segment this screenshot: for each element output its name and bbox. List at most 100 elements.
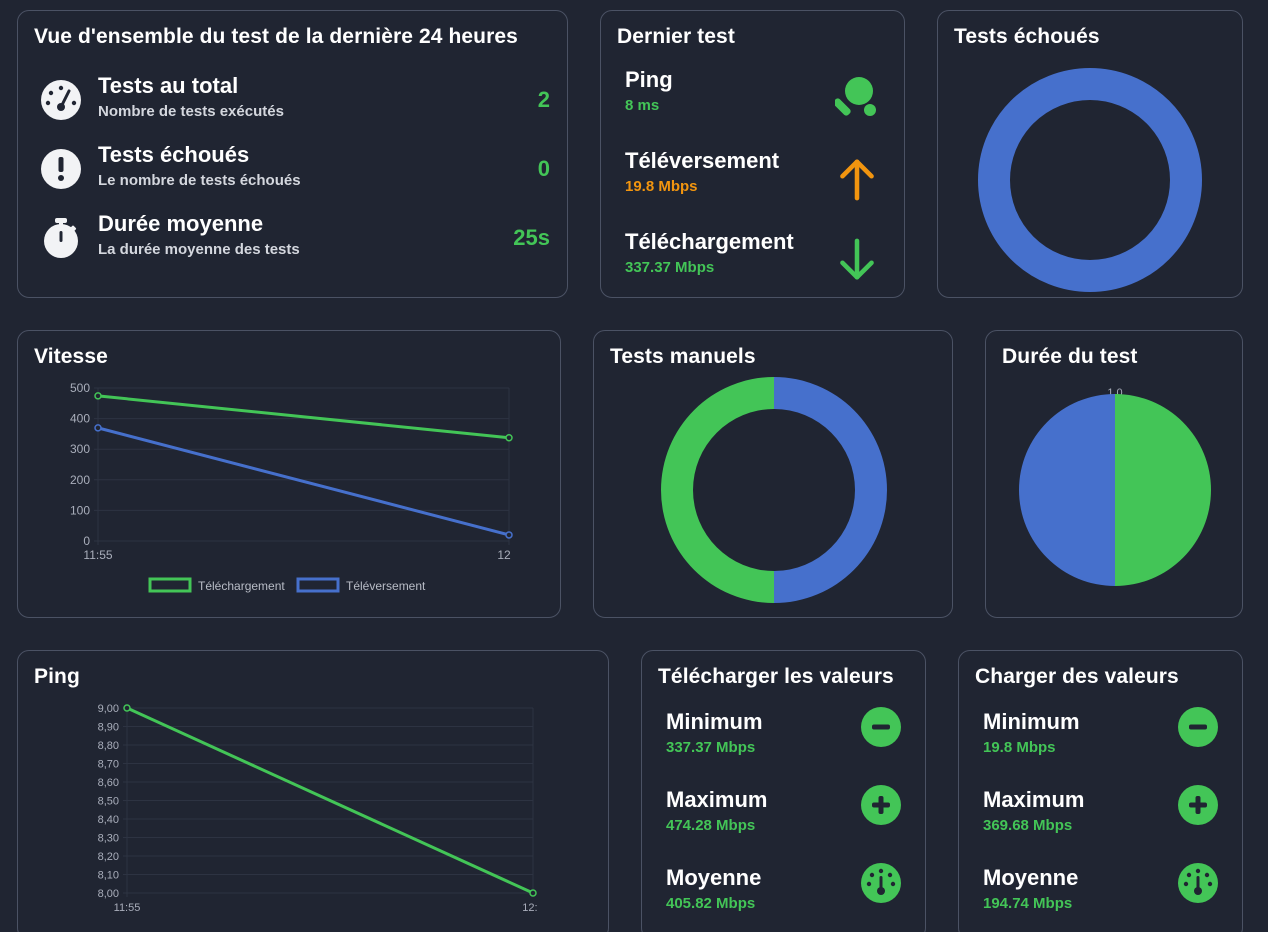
minus-circle-icon: [1178, 707, 1218, 747]
y-tick-label: 300: [70, 442, 90, 456]
upload-values-title: Charger des valeurs: [975, 665, 1179, 689]
download-min-row: Minimum 337.37 Mbps: [666, 709, 906, 769]
y-tick-label: 500: [70, 381, 90, 395]
data-point: [95, 393, 101, 399]
gauge-circle-icon: [861, 863, 901, 903]
y-tick-label: 8,50: [98, 796, 119, 808]
plus-circle-icon: [1178, 785, 1218, 825]
series-line: [98, 396, 509, 438]
y-tick-label: 8,00: [98, 888, 119, 900]
y-tick-label: 9,00: [98, 703, 119, 715]
total-tests-value: 2: [538, 87, 550, 113]
upload-max-label: Maximum: [983, 787, 1084, 813]
failed-tests-label: Tests échoués: [98, 142, 249, 168]
download-min-label: Minimum: [666, 709, 763, 735]
legend-label: Téléversement: [346, 579, 426, 593]
y-tick-label: 0: [83, 534, 90, 548]
upload-avg-label: Moyenne: [983, 865, 1078, 891]
avg-duration-value: 25s: [513, 225, 550, 251]
tick-mask: [537, 897, 609, 917]
data-point: [124, 705, 130, 711]
legend-swatch: [298, 579, 338, 591]
failed-tests-chart: [938, 11, 1243, 298]
ping-card: Ping 8,00 8,10 8,20 8,30 8,40 8,50 8,60 8,70 8,8…: [17, 650, 609, 932]
y-tick-label: 8,10: [98, 870, 119, 882]
download-avg-row: Moyenne 405.82 Mbps: [666, 865, 906, 925]
failed-tests-card: Tests échoués: [937, 10, 1243, 298]
duration-card: Durée du test 1.0: [985, 330, 1243, 618]
overview-card: Vue d'ensemble du test de la dernière 24…: [17, 10, 568, 298]
download-values-card: Télécharger les valeurs Minimum 337.37 M…: [641, 650, 926, 932]
download-avg-label: Moyenne: [666, 865, 761, 891]
failed-tests-value: 0: [538, 156, 550, 182]
last-test-card: Dernier test Ping 8 ms Téléversement 19.…: [600, 10, 905, 298]
stopwatch-icon: [40, 217, 82, 259]
download-max-label: Maximum: [666, 787, 767, 813]
last-download-value: 337.37 Mbps: [625, 259, 714, 276]
avg-duration-sub: La durée moyenne des tests: [98, 241, 300, 258]
data-point: [95, 425, 101, 431]
legend-swatch: [150, 579, 190, 591]
upload-avg-row: Moyenne 194.74 Mbps: [983, 865, 1223, 925]
download-max-value: 474.28 Mbps: [666, 817, 755, 834]
doughnut-slice: [774, 377, 887, 603]
y-tick-label: 100: [70, 503, 90, 517]
y-tick-label: 8,80: [98, 740, 119, 752]
series-line: [98, 428, 509, 535]
plus-circle-icon: [861, 785, 901, 825]
last-upload-row: Téléversement 19.8 Mbps: [625, 148, 881, 208]
data-point: [506, 435, 512, 441]
manual-tests-card: Tests manuels: [593, 330, 953, 618]
upload-min-row: Minimum 19.8 Mbps: [983, 709, 1223, 769]
last-download-label: Téléchargement: [625, 229, 794, 255]
tick-mask: [511, 546, 561, 566]
ping-pong-icon: [835, 75, 879, 119]
upload-max-value: 369.68 Mbps: [983, 817, 1072, 834]
arrow-up-icon: [837, 156, 877, 202]
total-tests-label: Tests au total: [98, 73, 238, 99]
failed-tests-sub: Le nombre de tests échoués: [98, 172, 301, 189]
avg-duration-row: Durée moyenne La durée moyenne des tests…: [40, 211, 550, 267]
data-point: [506, 532, 512, 538]
avg-duration-label: Durée moyenne: [98, 211, 263, 237]
upload-avg-value: 194.74 Mbps: [983, 895, 1072, 912]
legend-label: Téléchargement: [198, 579, 285, 593]
upload-min-value: 19.8 Mbps: [983, 739, 1056, 756]
last-ping-label: Ping: [625, 67, 673, 93]
download-avg-value: 405.82 Mbps: [666, 895, 755, 912]
upload-min-label: Minimum: [983, 709, 1080, 735]
y-tick-label: 400: [70, 412, 90, 426]
duration-chart: 1.0: [986, 331, 1243, 618]
x-tick-label: 11:55: [114, 902, 141, 914]
y-tick-label: 8,30: [98, 833, 119, 845]
x-tick-label: 11:55: [83, 548, 112, 562]
doughnut-slice: [661, 377, 774, 603]
failed-tests-row: Tests échoués Le nombre de tests échoués…: [40, 142, 550, 198]
total-tests-row: Tests au total Nombre de tests exécutés …: [40, 73, 550, 129]
last-test-title: Dernier test: [617, 25, 735, 49]
y-tick-label: 8,20: [98, 851, 119, 863]
total-tests-sub: Nombre de tests exécutés: [98, 103, 284, 120]
minus-circle-icon: [861, 707, 901, 747]
y-tick-label: 200: [70, 473, 90, 487]
last-upload-label: Téléversement: [625, 148, 779, 174]
y-tick-label: 8,70: [98, 759, 119, 771]
overview-title: Vue d'ensemble du test de la dernière 24…: [34, 25, 518, 49]
download-max-row: Maximum 474.28 Mbps: [666, 787, 906, 847]
upload-max-row: Maximum 369.68 Mbps: [983, 787, 1223, 847]
y-tick-label: 8,90: [98, 722, 119, 734]
last-upload-value: 19.8 Mbps: [625, 178, 698, 195]
download-min-value: 337.37 Mbps: [666, 739, 755, 756]
data-point: [530, 890, 536, 896]
pie-slice: [1019, 394, 1115, 586]
gauge-circle-icon: [1178, 863, 1218, 903]
y-tick-label: 8,60: [98, 777, 119, 789]
doughnut-slice: [994, 84, 1186, 276]
exclamation-circle-icon: [40, 148, 82, 190]
last-ping-value: 8 ms: [625, 97, 659, 114]
last-ping-row: Ping 8 ms: [625, 67, 881, 127]
speed-card: Vitesse 0 100 200 300 400 500 11:55 12:0 Télécha…: [17, 330, 561, 618]
upload-values-card: Charger des valeurs Minimum 19.8 Mbps Ma…: [958, 650, 1243, 932]
pie-slice: [1115, 394, 1211, 586]
manual-tests-chart: [594, 331, 953, 618]
